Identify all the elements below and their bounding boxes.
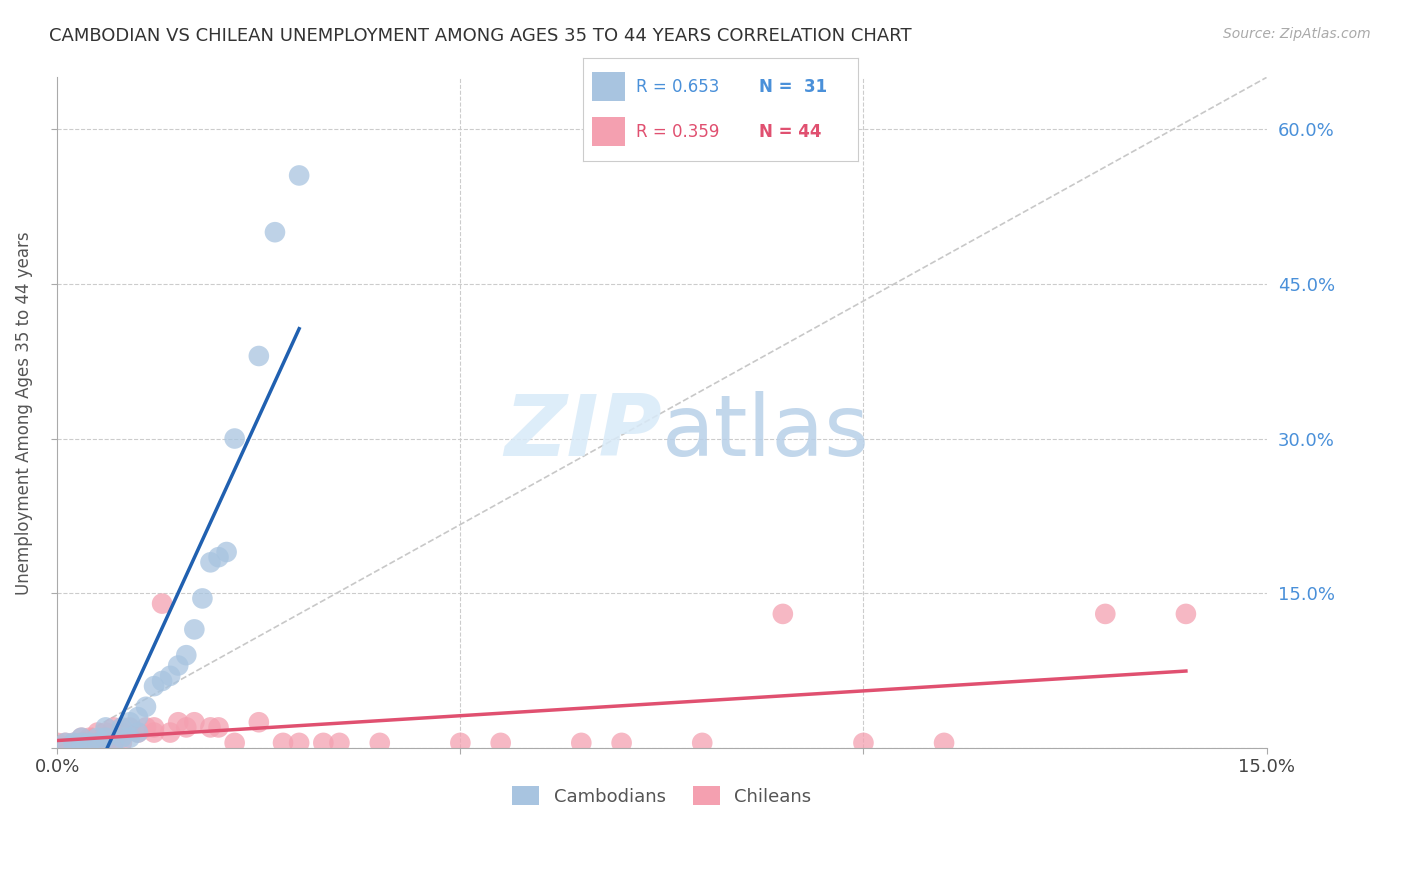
Point bbox=[94, 731, 117, 745]
Point bbox=[288, 736, 311, 750]
Point bbox=[200, 720, 222, 734]
Point bbox=[103, 720, 125, 734]
Point bbox=[127, 725, 149, 739]
Point bbox=[46, 736, 69, 750]
Point bbox=[150, 673, 173, 688]
Point bbox=[70, 731, 93, 745]
Point bbox=[86, 736, 108, 750]
Point bbox=[159, 725, 181, 739]
Point bbox=[174, 720, 197, 734]
Point bbox=[111, 731, 134, 745]
Point bbox=[118, 731, 141, 745]
Text: CAMBODIAN VS CHILEAN UNEMPLOYMENT AMONG AGES 35 TO 44 YEARS CORRELATION CHART: CAMBODIAN VS CHILEAN UNEMPLOYMENT AMONG … bbox=[49, 27, 912, 45]
Point bbox=[852, 736, 875, 750]
Point bbox=[135, 699, 157, 714]
Point bbox=[264, 225, 287, 239]
Point bbox=[191, 591, 214, 606]
Point bbox=[167, 658, 190, 673]
Point bbox=[53, 736, 76, 750]
Point bbox=[312, 736, 335, 750]
Point bbox=[183, 715, 205, 730]
Point bbox=[489, 736, 512, 750]
Point bbox=[690, 736, 713, 750]
Point bbox=[79, 736, 101, 750]
Point bbox=[79, 731, 101, 745]
Point bbox=[200, 555, 222, 569]
Point bbox=[271, 736, 294, 750]
Text: ZIP: ZIP bbox=[505, 392, 662, 475]
Point bbox=[70, 736, 93, 750]
Text: atlas: atlas bbox=[662, 392, 870, 475]
Point bbox=[183, 623, 205, 637]
Text: N =  31: N = 31 bbox=[759, 78, 827, 95]
Point bbox=[111, 725, 134, 739]
Point bbox=[118, 715, 141, 730]
Point bbox=[772, 607, 794, 621]
Text: R = 0.653: R = 0.653 bbox=[636, 78, 718, 95]
Point bbox=[207, 720, 229, 734]
Point bbox=[215, 545, 238, 559]
Point bbox=[1094, 607, 1116, 621]
Point bbox=[127, 725, 149, 739]
Point bbox=[70, 731, 93, 745]
Point bbox=[143, 679, 166, 693]
Point bbox=[79, 736, 101, 750]
Legend: Cambodians, Chileans: Cambodians, Chileans bbox=[505, 779, 818, 813]
Point bbox=[1174, 607, 1197, 621]
Point bbox=[932, 736, 955, 750]
Point bbox=[207, 550, 229, 565]
Point bbox=[174, 648, 197, 663]
Point bbox=[328, 736, 350, 750]
Text: N = 44: N = 44 bbox=[759, 123, 821, 141]
Bar bbox=[592, 118, 624, 146]
Point bbox=[368, 736, 391, 750]
Point bbox=[94, 725, 117, 739]
Point bbox=[569, 736, 592, 750]
Point bbox=[53, 736, 76, 750]
Point bbox=[62, 736, 84, 750]
Point bbox=[143, 725, 166, 739]
Point bbox=[143, 720, 166, 734]
Point bbox=[127, 710, 149, 724]
Point bbox=[135, 720, 157, 734]
Point bbox=[288, 169, 311, 183]
Point bbox=[86, 736, 108, 750]
Point bbox=[94, 736, 117, 750]
Point bbox=[118, 720, 141, 734]
Y-axis label: Unemployment Among Ages 35 to 44 years: Unemployment Among Ages 35 to 44 years bbox=[15, 231, 32, 595]
Point bbox=[111, 720, 134, 734]
Point bbox=[224, 736, 246, 750]
Point bbox=[103, 736, 125, 750]
Point bbox=[86, 725, 108, 739]
Point bbox=[62, 736, 84, 750]
Point bbox=[86, 731, 108, 745]
Point bbox=[70, 736, 93, 750]
Text: R = 0.359: R = 0.359 bbox=[636, 123, 718, 141]
Bar bbox=[592, 72, 624, 101]
Text: Source: ZipAtlas.com: Source: ZipAtlas.com bbox=[1223, 27, 1371, 41]
Point bbox=[111, 736, 134, 750]
Point bbox=[449, 736, 471, 750]
Point bbox=[610, 736, 633, 750]
Point bbox=[94, 720, 117, 734]
Point bbox=[159, 669, 181, 683]
Point bbox=[150, 597, 173, 611]
Point bbox=[247, 715, 270, 730]
Point bbox=[103, 736, 125, 750]
Point bbox=[224, 432, 246, 446]
Point bbox=[247, 349, 270, 363]
Point bbox=[167, 715, 190, 730]
